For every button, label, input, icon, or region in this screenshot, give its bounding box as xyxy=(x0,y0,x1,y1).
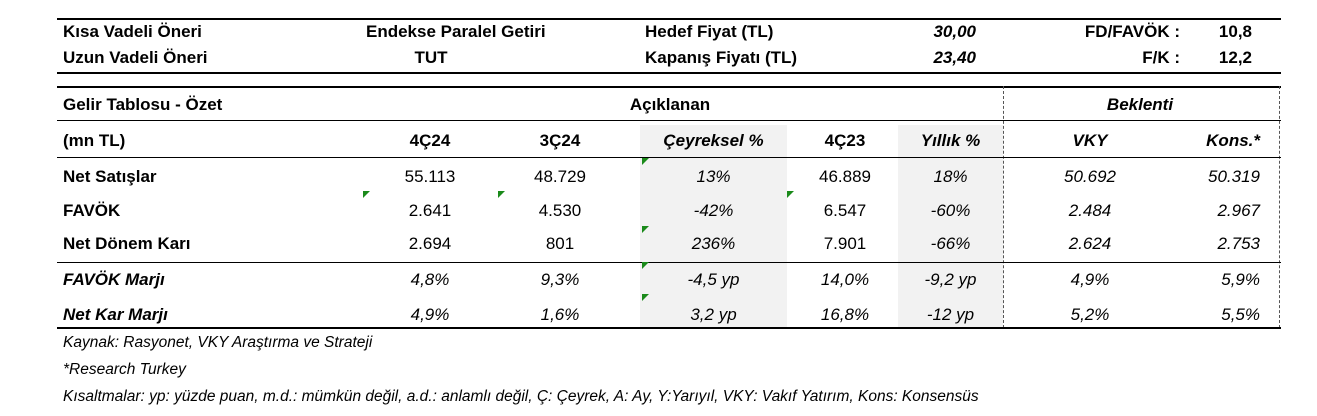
pe-label: F/K : xyxy=(1142,48,1180,67)
margin-section-rule xyxy=(57,262,1281,263)
col-header-yearly-pct: Yıllık % xyxy=(920,131,981,150)
table-cell: 5,9% xyxy=(1221,270,1260,289)
table-cell: 3,2 yp xyxy=(690,305,737,324)
col-header-4q23: 4Ç23 xyxy=(824,131,866,150)
table-cell: 4,8% xyxy=(410,270,450,289)
table-cell: 2.753 xyxy=(1217,234,1260,253)
col-header-vky: VKY xyxy=(1072,131,1108,150)
comment-marker-icon xyxy=(498,191,505,198)
unit-label: (mn TL) xyxy=(63,131,126,150)
table-cell: 50.319 xyxy=(1208,167,1260,186)
table-cell: 4.530 xyxy=(538,201,582,220)
row-label: FAVÖK Marjı xyxy=(63,270,165,289)
table-title: Gelir Tablosu - Özet xyxy=(63,95,223,114)
table-cell: 16,8% xyxy=(820,305,870,324)
table-cell: 7.901 xyxy=(823,234,867,253)
table-cell: 48.729 xyxy=(534,167,586,186)
table-header-rule xyxy=(57,120,1281,121)
long-term-value: TUT xyxy=(414,48,448,67)
col-header-consensus: Kons.* xyxy=(1206,131,1260,150)
table-cell: -42% xyxy=(693,201,734,220)
comment-marker-icon xyxy=(642,294,649,301)
table-cell: 5,5% xyxy=(1221,305,1260,324)
row-label: Net Dönem Karı xyxy=(63,234,191,253)
table-bottom-rule xyxy=(57,327,1281,329)
col-header-3q24: 3Ç24 xyxy=(539,131,581,150)
row-label: FAVÖK xyxy=(63,201,121,220)
source-note: Kaynak: Rasyonet, VKY Araştırma ve Strat… xyxy=(63,334,373,351)
pe-value: 12,2 xyxy=(1218,48,1252,67)
yearly-col-shade xyxy=(898,125,1003,328)
table-cell: 1,6% xyxy=(540,305,580,324)
short-term-value: Endekse Paralel Getiri xyxy=(366,22,546,41)
table-cell: 46.889 xyxy=(819,167,871,186)
table-cell: 2.967 xyxy=(1217,201,1260,220)
table-cell: -4,5 yp xyxy=(687,270,740,289)
ev-ebitda-value: 10,8 xyxy=(1218,22,1252,41)
table-cell: 2.641 xyxy=(408,201,452,220)
expected-label: Beklenti xyxy=(1106,95,1174,114)
col-header-quarterly-pct: Çeyreksel % xyxy=(663,131,764,150)
expected-separator xyxy=(1003,86,1004,328)
header-bottom-rule xyxy=(57,72,1281,74)
table-cell: 55.113 xyxy=(404,167,456,186)
table-cell: 9,3% xyxy=(540,270,580,289)
table-cell: -9,2 yp xyxy=(924,270,977,289)
comment-marker-icon xyxy=(642,158,649,165)
table-cell: -60% xyxy=(930,201,971,220)
table-top-rule xyxy=(57,86,1281,88)
close-price-label: Kapanış Fiyatı (TL) xyxy=(645,48,798,67)
table-cell: 13% xyxy=(696,167,731,186)
ev-ebitda-label: FD/FAVÖK : xyxy=(1084,22,1180,41)
comment-marker-icon xyxy=(642,262,649,269)
quarterly-col-shade xyxy=(640,125,787,328)
row-label: Net Kar Marjı xyxy=(63,305,168,324)
research-note: *Research Turkey xyxy=(63,361,186,378)
announced-label: Açıklanan xyxy=(629,95,711,114)
col-header-4q24: 4Ç24 xyxy=(409,131,451,150)
abbreviations-note: Kısaltmalar: yp: yüzde puan, m.d.: mümkü… xyxy=(63,388,979,405)
table-cell: 18% xyxy=(933,167,968,186)
table-cell: 50.692 xyxy=(1064,167,1116,186)
table-cell: 4,9% xyxy=(410,305,450,324)
table-cell: 5,2% xyxy=(1070,305,1110,324)
long-term-label: Uzun Vadeli Öneri xyxy=(63,48,208,67)
table-cell: 2.694 xyxy=(408,234,452,253)
table-cell: 236% xyxy=(691,234,736,253)
top-rule xyxy=(57,18,1281,20)
short-term-label: Kısa Vadeli Öneri xyxy=(63,22,202,41)
comment-marker-icon xyxy=(787,191,794,198)
table-cell: -12 yp xyxy=(926,305,975,324)
comment-marker-icon xyxy=(363,191,370,198)
row-label: Net Satışlar xyxy=(63,167,157,186)
close-price-value: 23,40 xyxy=(933,48,976,67)
table-cell: 14,0% xyxy=(820,270,870,289)
target-price-value: 30,00 xyxy=(933,22,976,41)
table-cell: -66% xyxy=(930,234,971,253)
table-right-border xyxy=(1279,86,1280,328)
table-cell: 4,9% xyxy=(1070,270,1110,289)
table-cell: 6.547 xyxy=(823,201,867,220)
target-price-label: Hedef Fiyat (TL) xyxy=(645,22,774,41)
column-header-rule xyxy=(57,157,1281,158)
table-cell: 2.484 xyxy=(1068,201,1112,220)
comment-marker-icon xyxy=(642,226,649,233)
table-cell: 801 xyxy=(545,234,575,253)
table-cell: 2.624 xyxy=(1068,234,1112,253)
